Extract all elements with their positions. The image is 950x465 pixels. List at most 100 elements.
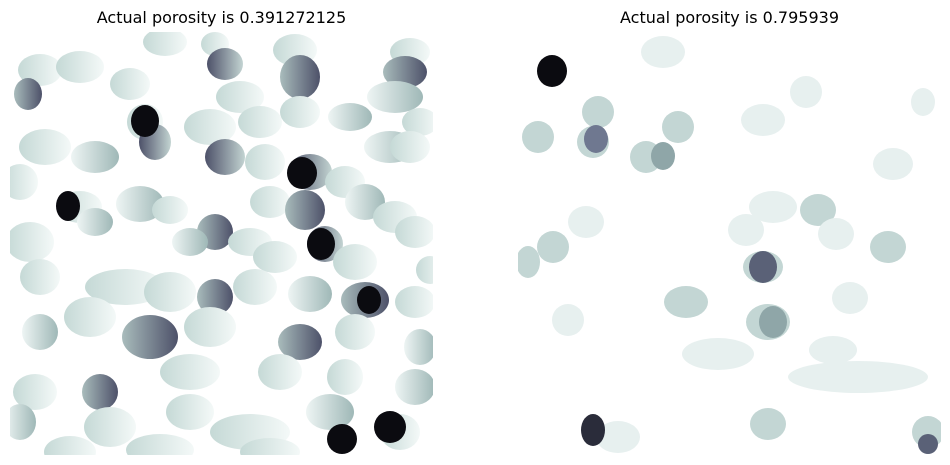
pore-blob — [197, 279, 233, 315]
pore-blob — [402, 108, 433, 136]
pore-blob — [662, 111, 694, 143]
pore-blob — [14, 78, 42, 110]
right-panel-title: Actual porosity is 0.795939 — [620, 8, 839, 27]
pore-blob — [10, 404, 36, 440]
pore-blob — [122, 315, 178, 359]
pore-blob — [749, 251, 777, 283]
pore-blob — [287, 157, 317, 189]
pore-blob — [584, 125, 608, 153]
pore-blob — [288, 276, 332, 312]
pore-blob — [651, 142, 675, 170]
pore-blob — [64, 297, 116, 337]
pore-blob — [278, 324, 322, 360]
pore-blob — [56, 191, 80, 221]
pore-blob — [10, 222, 54, 262]
pore-blob — [395, 216, 433, 248]
pore-blob — [160, 354, 220, 390]
pore-blob — [790, 76, 822, 108]
pore-blob — [116, 186, 164, 222]
pore-blob — [641, 36, 685, 68]
pore-blob — [404, 329, 433, 365]
pore-blob — [306, 394, 354, 430]
pore-blob — [552, 304, 584, 336]
pore-blob — [416, 256, 433, 284]
pore-blob — [581, 414, 605, 446]
pore-blob — [357, 286, 381, 314]
pore-blob — [82, 374, 118, 410]
pore-blob — [258, 354, 302, 390]
pore-blob — [537, 231, 569, 263]
pore-blob — [568, 206, 604, 238]
pore-blob — [741, 104, 785, 136]
pore-blob — [911, 88, 935, 116]
pore-blob — [367, 81, 423, 113]
pore-blob — [110, 68, 150, 100]
pore-blob — [327, 359, 363, 395]
pore-blob — [207, 48, 243, 80]
right-panel: Actual porosity is 0.795939 — [518, 0, 941, 465]
pore-blob — [10, 164, 38, 200]
pore-blob — [596, 421, 640, 453]
right-porosity-image — [518, 32, 941, 455]
pore-blob — [77, 208, 113, 236]
left-porosity-image — [10, 32, 433, 455]
pore-blob — [395, 286, 433, 318]
pore-blob — [22, 314, 58, 350]
pore-blob — [240, 438, 300, 455]
pore-blob — [280, 55, 320, 99]
pore-blob — [307, 228, 335, 260]
pore-blob — [280, 96, 320, 128]
pore-blob — [750, 408, 786, 440]
pore-blob — [238, 106, 282, 138]
pore-blob — [216, 81, 264, 113]
left-panel-title: Actual porosity is 0.391272125 — [96, 8, 347, 27]
pore-blob — [518, 246, 540, 278]
pore-blob — [728, 214, 764, 246]
pore-blob — [759, 306, 787, 338]
pore-blob — [522, 121, 554, 153]
pore-blob — [233, 269, 277, 305]
pore-blob — [19, 129, 71, 165]
pore-blob — [664, 286, 708, 318]
pore-blob — [166, 394, 214, 430]
pore-blob — [918, 434, 938, 454]
pore-blob — [374, 411, 406, 443]
pore-blob — [84, 407, 136, 447]
left-panel: Actual porosity is 0.391272125 — [10, 0, 433, 465]
pore-blob — [383, 56, 427, 88]
pore-blob — [20, 259, 60, 295]
pore-blob — [682, 338, 754, 370]
pore-blob — [390, 131, 430, 163]
pore-blob — [126, 434, 194, 455]
pore-blob — [205, 139, 245, 175]
pore-blob — [870, 231, 906, 263]
pore-blob — [285, 190, 325, 230]
pore-blob — [749, 191, 797, 223]
pore-blob — [395, 369, 433, 405]
pore-blob — [818, 218, 854, 250]
pore-blob — [144, 272, 196, 312]
pore-blob — [18, 54, 62, 86]
pore-blob — [253, 241, 297, 273]
pore-blob — [809, 336, 857, 364]
pore-blob — [333, 244, 377, 280]
pore-blob — [131, 105, 159, 137]
pore-blob — [335, 314, 375, 350]
pore-blob — [788, 361, 928, 393]
pore-blob — [44, 436, 96, 455]
pore-blob — [245, 144, 285, 180]
pore-blob — [582, 96, 614, 128]
pore-blob — [71, 141, 119, 173]
pore-blob — [56, 51, 104, 83]
pore-blob — [152, 196, 188, 224]
pore-blob — [327, 424, 357, 454]
pore-blob — [832, 282, 868, 314]
pore-blob — [873, 148, 913, 180]
pore-blob — [184, 307, 236, 347]
pore-blob — [250, 186, 290, 218]
pore-blob — [143, 32, 187, 56]
pore-blob — [172, 228, 208, 256]
pore-blob — [13, 374, 57, 410]
pore-blob — [537, 55, 567, 87]
pore-blob — [800, 194, 836, 226]
